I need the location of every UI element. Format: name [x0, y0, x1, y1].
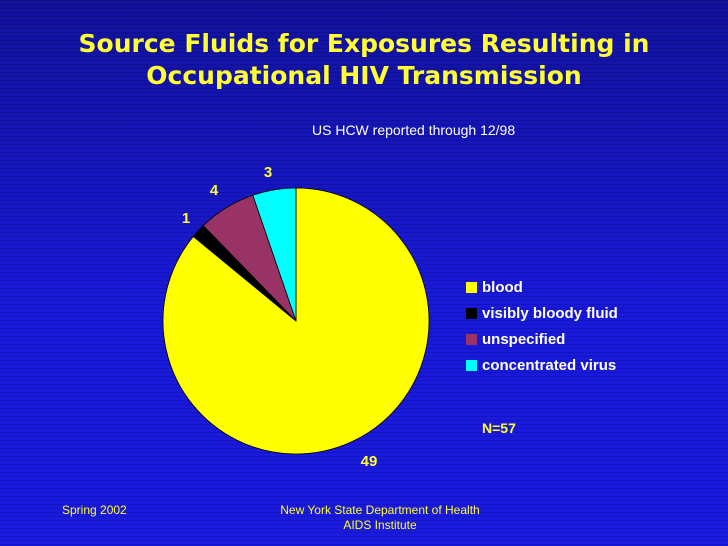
legend-swatch-blood: [466, 281, 477, 293]
data-label-unspecified: 4: [210, 182, 219, 199]
chart-subtitle: US HCW reported through 12/98: [312, 122, 516, 138]
legend-label-visibly-bloody-fluid: visibly bloody fluid: [482, 304, 618, 322]
footer-organization: New York State Department of Health AIDS…: [250, 503, 510, 533]
chart-legend: blood visibly bloody fluid unspecified c…: [466, 274, 618, 378]
legend-label-concentrated-virus: concentrated virus: [482, 356, 617, 374]
legend-item-concentrated-virus: concentrated virus: [466, 352, 618, 378]
title-line-1: Source Fluids for Exposures Resulting in: [78, 29, 650, 58]
data-label-concentrated-virus: 3: [264, 164, 272, 181]
legend-swatch-visibly-bloody-fluid: [466, 307, 477, 319]
title-line-2: Occupational HIV Transmission: [146, 61, 582, 90]
data-label-visibly-bloody-fluid: 1: [182, 210, 190, 227]
legend-item-unspecified: unspecified: [466, 326, 618, 352]
data-label-blood: 49: [361, 453, 378, 470]
sample-size-note: N=57: [482, 420, 516, 436]
footer-org-line-2: AIDS Institute: [343, 518, 417, 532]
pie-slice-concentrated-virus: [252, 187, 297, 322]
legend-swatch-concentrated-virus: [466, 359, 477, 371]
legend-swatch-unspecified: [466, 333, 477, 345]
legend-label-unspecified: unspecified: [482, 330, 566, 348]
legend-item-blood: blood: [466, 274, 618, 300]
footer-org-line-1: New York State Department of Health: [280, 503, 480, 517]
chart-title: Source Fluids for Exposures Resulting in…: [40, 28, 688, 92]
legend-label-blood: blood: [482, 278, 523, 296]
legend-item-visibly-bloody-fluid: visibly bloody fluid: [466, 300, 618, 326]
footer-date: Spring 2002: [62, 503, 127, 517]
